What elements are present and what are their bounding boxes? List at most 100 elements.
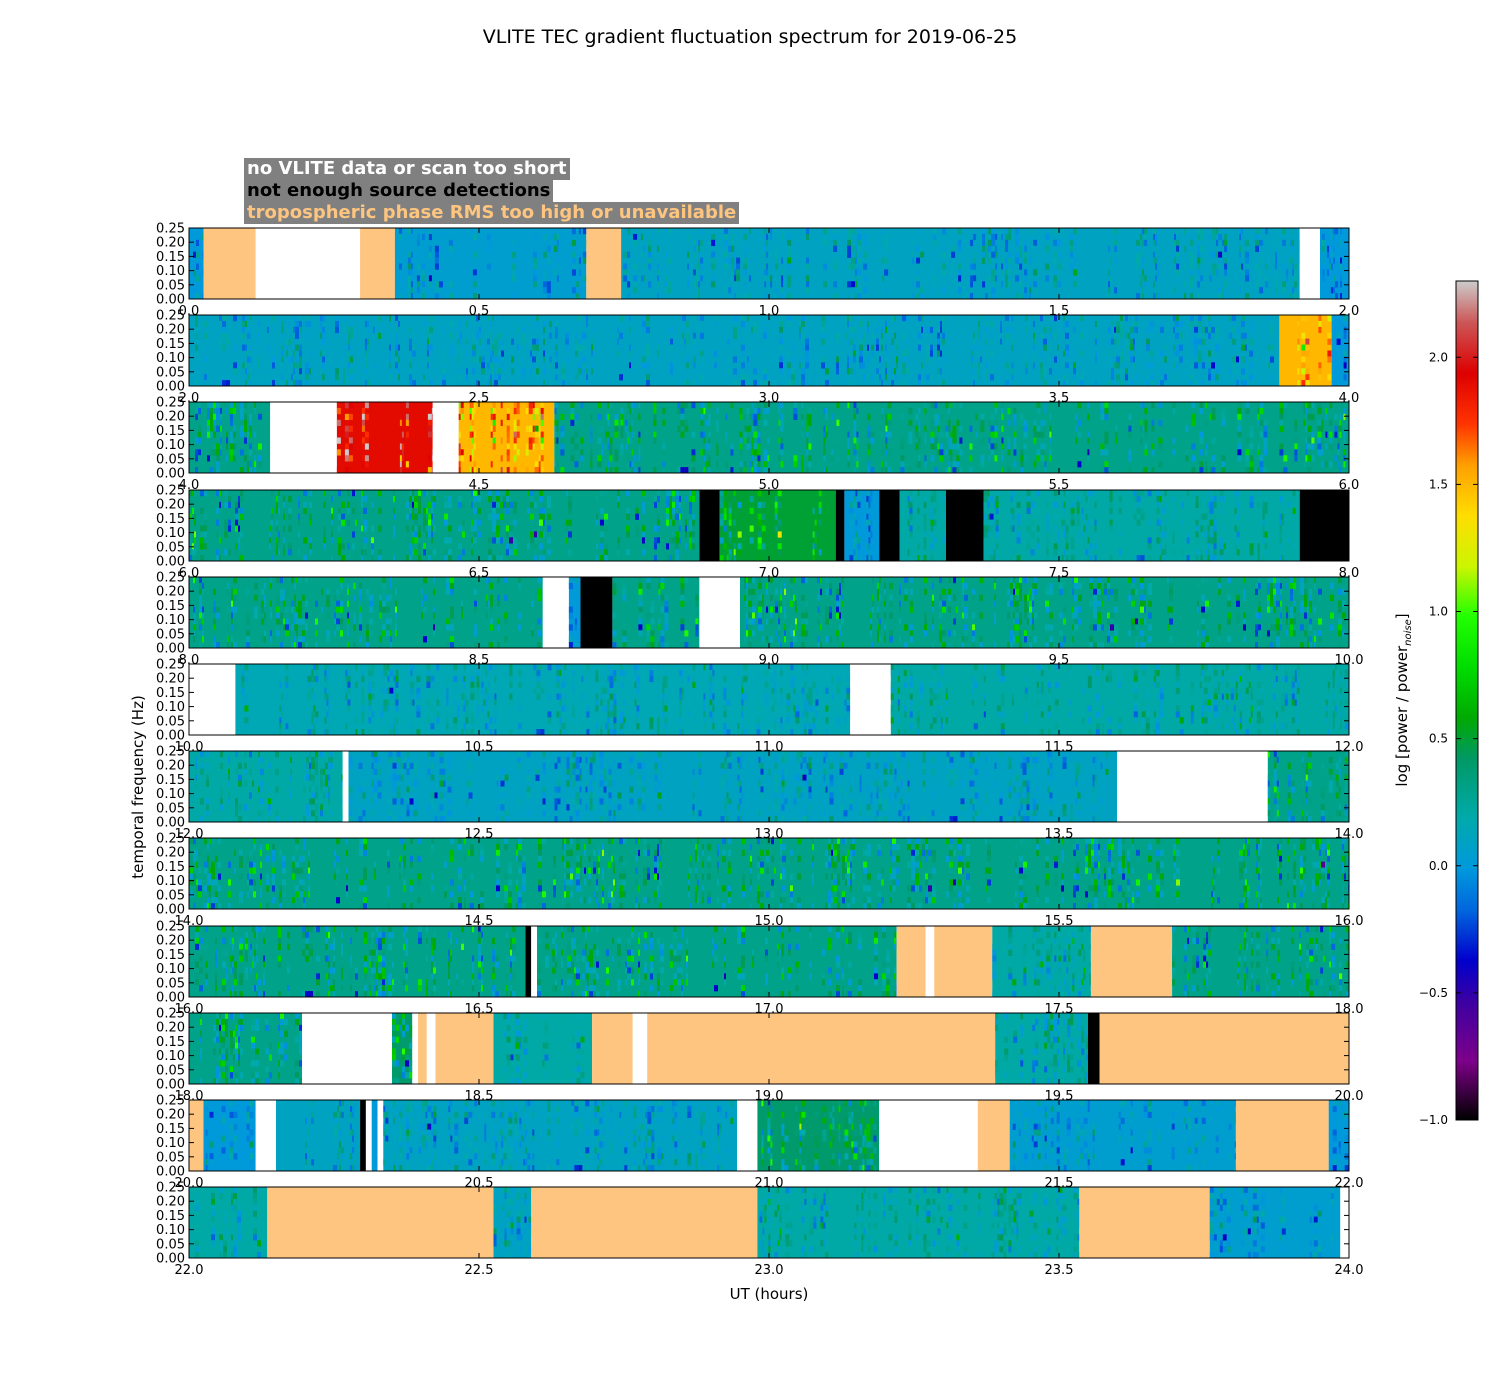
spectrum-cell: [1264, 543, 1268, 550]
spectrum-cell: [348, 437, 353, 444]
spectrum-cell: [766, 293, 769, 300]
spectrum-cell: [857, 228, 862, 235]
spectrum-cell: [719, 519, 724, 526]
spectrum-cell: [1104, 461, 1109, 468]
spectrum-cell: [426, 519, 428, 526]
spectrum-cell: [956, 455, 960, 462]
spectrum-cell: [675, 501, 679, 509]
spectrum-cell: [923, 495, 927, 503]
spectrum-cell: [973, 281, 977, 288]
spectrum-cell: [833, 293, 838, 300]
spectrum-cell: [540, 431, 544, 438]
spectrum-cell: [412, 490, 414, 497]
spectrum-cell: [952, 437, 957, 444]
spectrum-cell: [1294, 228, 1298, 235]
spectrum-cell: [781, 287, 784, 294]
spectrum-cell: [568, 501, 572, 509]
spectrum-cell: [219, 338, 222, 345]
spectrum-cell: [1301, 368, 1306, 375]
spectrum-cell: [733, 490, 736, 497]
spectrum-cell: [836, 362, 839, 369]
spectrum-cell: [294, 612, 296, 619]
spectrum-cell: [359, 612, 362, 619]
spectrum-cell: [540, 437, 544, 444]
spectrum-cell: [1213, 513, 1217, 520]
y-tick-label: 0.00: [156, 380, 185, 395]
spectrum-cell: [395, 368, 398, 375]
spectrum-cell: [477, 531, 481, 538]
spectrum-cell: [774, 513, 778, 520]
spectrum-cell: [753, 320, 757, 328]
spectrum-cell: [1087, 449, 1090, 456]
spectrum-cell: [863, 374, 865, 381]
spectrum-cell: [1033, 350, 1035, 357]
spectrum-cell: [685, 525, 687, 532]
spectrum-cell: [496, 495, 500, 503]
flag-block-nodata: [542, 577, 569, 648]
spectrum-cell: [1020, 419, 1024, 426]
spectrum-cell: [1262, 555, 1265, 562]
spectrum-cell: [1114, 350, 1116, 357]
spectrum-cell: [912, 233, 915, 241]
spectrum-cell: [539, 543, 543, 550]
spectrum-cell: [288, 338, 291, 345]
spectrum-cell: [1286, 239, 1289, 247]
spectrum-cell: [1114, 374, 1116, 381]
spectrum-cell: [766, 251, 769, 258]
spectrum-cell: [431, 467, 433, 474]
spectrum-cell: [276, 507, 278, 514]
spectrum-cell: [749, 507, 754, 514]
spectrum-cell: [731, 239, 735, 247]
spectrum-cell: [490, 320, 492, 328]
spectrum-cell: [494, 380, 498, 387]
spectrum-cell: [1179, 344, 1183, 351]
spectrum-cell: [1245, 338, 1247, 345]
spectrum-cell: [1232, 315, 1236, 322]
spectrum-cell: [240, 507, 243, 514]
spectrum-cell: [1257, 501, 1260, 509]
spectrum-cell: [1095, 356, 1097, 363]
y-tick-label: 0.20: [156, 410, 185, 425]
spectrum-cell: [516, 431, 520, 438]
spectrum-cell: [942, 228, 947, 235]
spectrum-cell: [230, 402, 233, 409]
spectrum-cell: [995, 263, 998, 270]
spectrum-cell: [504, 577, 508, 584]
spectrum-cell: [764, 245, 767, 252]
spectrum-cell: [490, 380, 492, 387]
spectrum-cell: [431, 519, 433, 526]
spectrum-cell: [1005, 326, 1009, 334]
spectrum-cell: [863, 350, 865, 357]
spectrum-cell: [1337, 455, 1340, 462]
spectrum-cell: [216, 449, 220, 456]
spectrum-cell: [1153, 251, 1156, 258]
spectrum-cell: [685, 519, 687, 526]
spectrum-cell: [646, 630, 651, 637]
spectrum-cell: [1239, 233, 1242, 241]
spectrum-cell: [586, 315, 588, 322]
spectrum-cell: [853, 402, 857, 409]
spectrum-cell: [951, 251, 956, 258]
spectrum-cell: [213, 467, 216, 474]
spectrum-cell: [1144, 233, 1148, 241]
spectrum-cell: [343, 380, 345, 387]
spectrum-cell: [1190, 281, 1194, 288]
spectrum-cell: [806, 257, 810, 264]
spectrum-cell: [216, 407, 220, 415]
spectrum-cell: [916, 251, 921, 258]
spectrum-cell: [226, 338, 230, 345]
spectrum-cell: [921, 362, 923, 369]
spectrum-cell: [254, 407, 256, 415]
spectrum-cell: [247, 461, 249, 468]
spectrum-cell: [270, 606, 272, 613]
spectrum-cell: [373, 368, 375, 375]
spectrum-cell: [604, 513, 608, 520]
spectrum-cell: [240, 490, 243, 497]
spectrum-cell: [363, 519, 367, 526]
spectrum-cell: [774, 507, 778, 514]
spectrum-cell: [590, 443, 593, 450]
spectrum-cell: [770, 251, 773, 258]
spectrum-cell: [1221, 413, 1226, 421]
spectrum-cell: [870, 519, 873, 526]
spectrum-cell: [1087, 555, 1090, 562]
